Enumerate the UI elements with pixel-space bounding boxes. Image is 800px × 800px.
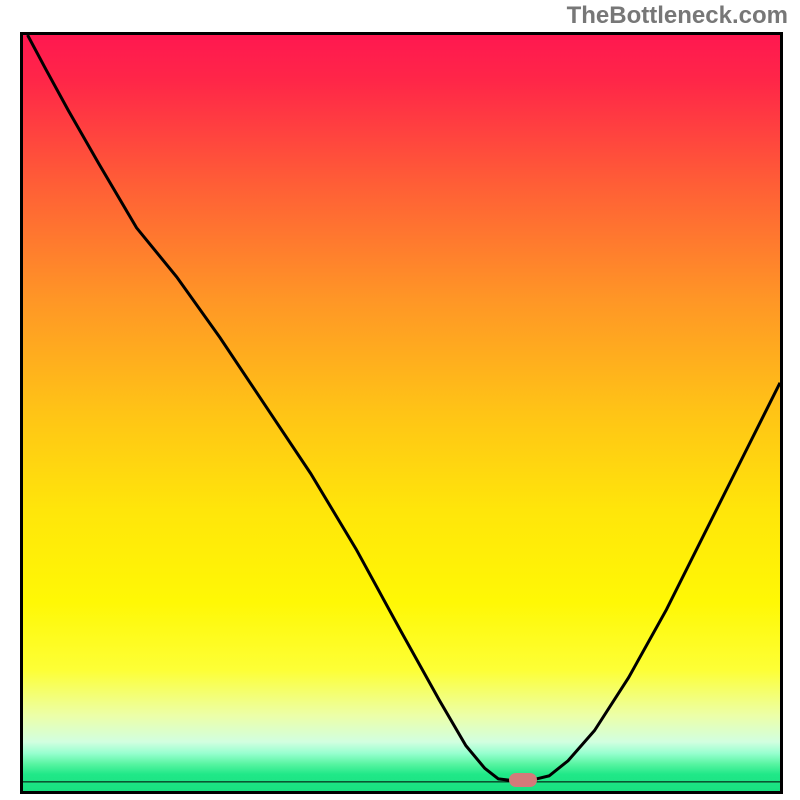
bottleneck-chart: TheBottleneck.com [0,0,800,800]
performance-curve-layer [23,35,780,791]
plot-area [20,32,783,794]
watermark-text: TheBottleneck.com [567,2,788,30]
performance-curve [28,35,780,780]
optimal-marker [509,773,537,787]
